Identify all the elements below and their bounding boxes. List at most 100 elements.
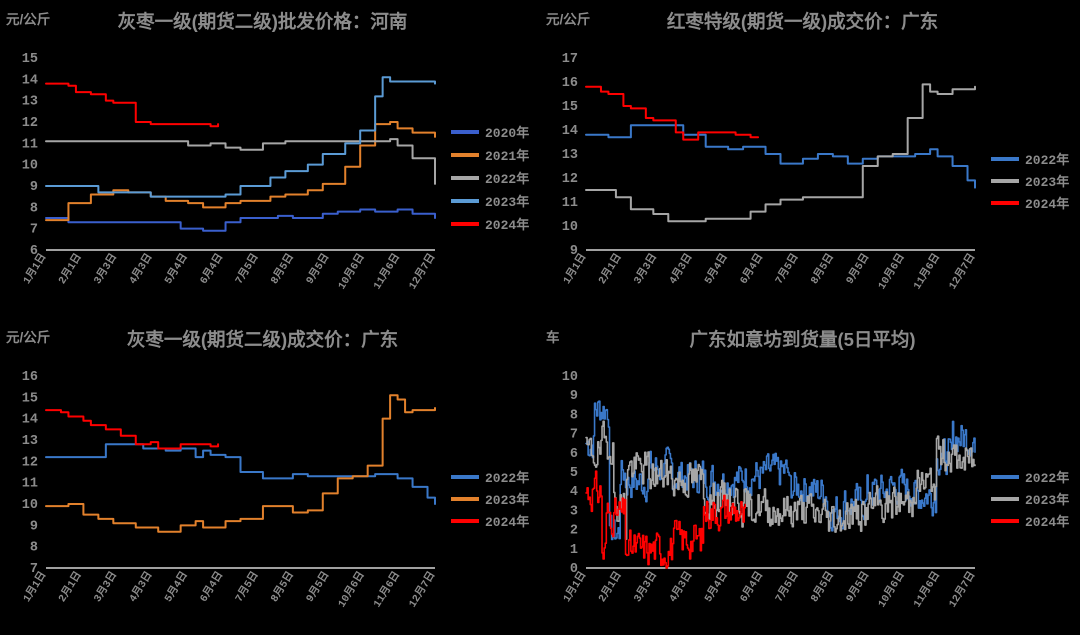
svg-text:11月6日: 11月6日 [911,251,943,292]
svg-text:6月4日: 6月4日 [737,569,766,604]
svg-text:12月7日: 12月7日 [406,569,438,610]
svg-text:4月3日: 4月3日 [667,251,696,286]
svg-text:2021年: 2021年 [485,148,529,164]
svg-text:2024年: 2024年 [1025,196,1069,212]
svg-text:5月4日: 5月4日 [702,569,731,604]
svg-text:灰枣一级(期货二级)成交价：广东: 灰枣一级(期货二级)成交价：广东 [127,329,398,350]
svg-text:8月5日: 8月5日 [268,569,297,604]
svg-text:9月5日: 9月5日 [303,569,332,604]
svg-text:2023年: 2023年 [1025,492,1069,508]
svg-text:8: 8 [570,408,578,423]
svg-text:2023年: 2023年 [1025,174,1069,190]
svg-text:11: 11 [22,137,38,152]
svg-text:6月4日: 6月4日 [737,251,766,286]
svg-text:车: 车 [546,329,560,345]
svg-text:2024年: 2024年 [485,217,529,233]
svg-text:6月4日: 6月4日 [197,251,226,286]
svg-text:11: 11 [22,476,38,491]
svg-text:12: 12 [562,172,578,187]
svg-text:7: 7 [570,427,578,442]
svg-text:12: 12 [22,116,38,131]
svg-text:2024年: 2024年 [485,514,529,530]
svg-text:元/公斤: 元/公斤 [546,11,590,27]
svg-text:7月5日: 7月5日 [773,569,802,604]
svg-text:4: 4 [570,485,578,500]
svg-text:10: 10 [562,370,578,385]
svg-text:4月3日: 4月3日 [127,569,156,604]
svg-text:元/公斤: 元/公斤 [6,11,50,27]
svg-text:9: 9 [30,519,38,534]
svg-text:4月3日: 4月3日 [667,569,696,604]
svg-text:3月3日: 3月3日 [631,569,660,604]
svg-text:6月4日: 6月4日 [197,569,226,604]
svg-text:4月3日: 4月3日 [127,251,156,286]
svg-text:2月1日: 2月1日 [596,569,625,604]
svg-text:8月5日: 8月5日 [808,569,837,604]
svg-text:2月1日: 2月1日 [596,251,625,286]
svg-text:8月5日: 8月5日 [808,251,837,286]
svg-text:9: 9 [570,389,578,404]
svg-text:2: 2 [570,523,578,538]
svg-text:16: 16 [562,76,578,91]
svg-text:9月5日: 9月5日 [843,569,872,604]
svg-text:17: 17 [562,52,578,67]
svg-text:1: 1 [570,542,578,557]
svg-text:15: 15 [562,100,578,115]
svg-text:3月3日: 3月3日 [631,251,660,286]
svg-text:红枣特级(期货一级)成交价：广东: 红枣特级(期货一级)成交价：广东 [667,11,938,32]
svg-text:11: 11 [562,196,578,211]
svg-text:8: 8 [30,540,38,555]
svg-text:11月6日: 11月6日 [371,569,403,610]
svg-text:2月1日: 2月1日 [56,569,85,604]
svg-text:14: 14 [22,73,38,88]
svg-text:10: 10 [22,159,38,174]
svg-text:12月7日: 12月7日 [406,251,438,292]
svg-text:广东如意坊到货量(5日平均): 广东如意坊到货量(5日平均) [689,329,915,350]
svg-text:10月6日: 10月6日 [875,251,907,292]
svg-text:2022年: 2022年 [1025,152,1069,168]
svg-text:8: 8 [30,201,38,216]
svg-text:7月5日: 7月5日 [773,251,802,286]
svg-text:12月7日: 12月7日 [946,569,978,610]
svg-text:2月1日: 2月1日 [56,251,85,286]
svg-text:5月4日: 5月4日 [162,569,191,604]
svg-text:2022年: 2022年 [485,470,529,486]
svg-text:3月3日: 3月3日 [91,251,120,286]
svg-text:10: 10 [562,220,578,235]
svg-text:7月5日: 7月5日 [233,569,262,604]
svg-text:10: 10 [22,498,38,513]
svg-text:元/公斤: 元/公斤 [6,329,50,345]
svg-text:6: 6 [570,446,578,461]
svg-text:13: 13 [562,148,578,163]
svg-text:11月6日: 11月6日 [911,569,943,610]
svg-text:3: 3 [570,504,578,519]
svg-text:9: 9 [30,180,38,195]
svg-text:2020年: 2020年 [485,125,529,141]
svg-text:8月5日: 8月5日 [268,251,297,286]
svg-text:灰枣一级(期货二级)批发价格：河南: 灰枣一级(期货二级)批发价格：河南 [118,11,408,32]
svg-text:14: 14 [22,412,38,427]
svg-text:2023年: 2023年 [485,194,529,210]
svg-text:15: 15 [22,391,38,406]
svg-text:13: 13 [22,434,38,449]
svg-text:13: 13 [22,95,38,110]
svg-text:2024年: 2024年 [1025,514,1069,530]
svg-text:5月4日: 5月4日 [702,251,731,286]
svg-text:14: 14 [562,124,578,139]
svg-text:11月6日: 11月6日 [371,251,403,292]
svg-text:2022年: 2022年 [485,171,529,187]
svg-text:5: 5 [570,466,578,481]
svg-text:3月3日: 3月3日 [91,569,120,604]
svg-text:2023年: 2023年 [485,492,529,508]
svg-text:10月6日: 10月6日 [335,569,367,610]
svg-text:12月7日: 12月7日 [946,251,978,292]
svg-text:12: 12 [22,455,38,470]
svg-text:7: 7 [30,223,38,238]
svg-text:9月5日: 9月5日 [843,251,872,286]
svg-text:10月6日: 10月6日 [335,251,367,292]
svg-text:9月5日: 9月5日 [303,251,332,286]
svg-text:5月4日: 5月4日 [162,251,191,286]
svg-text:16: 16 [22,370,38,385]
svg-text:10月6日: 10月6日 [875,569,907,610]
svg-text:2022年: 2022年 [1025,470,1069,486]
